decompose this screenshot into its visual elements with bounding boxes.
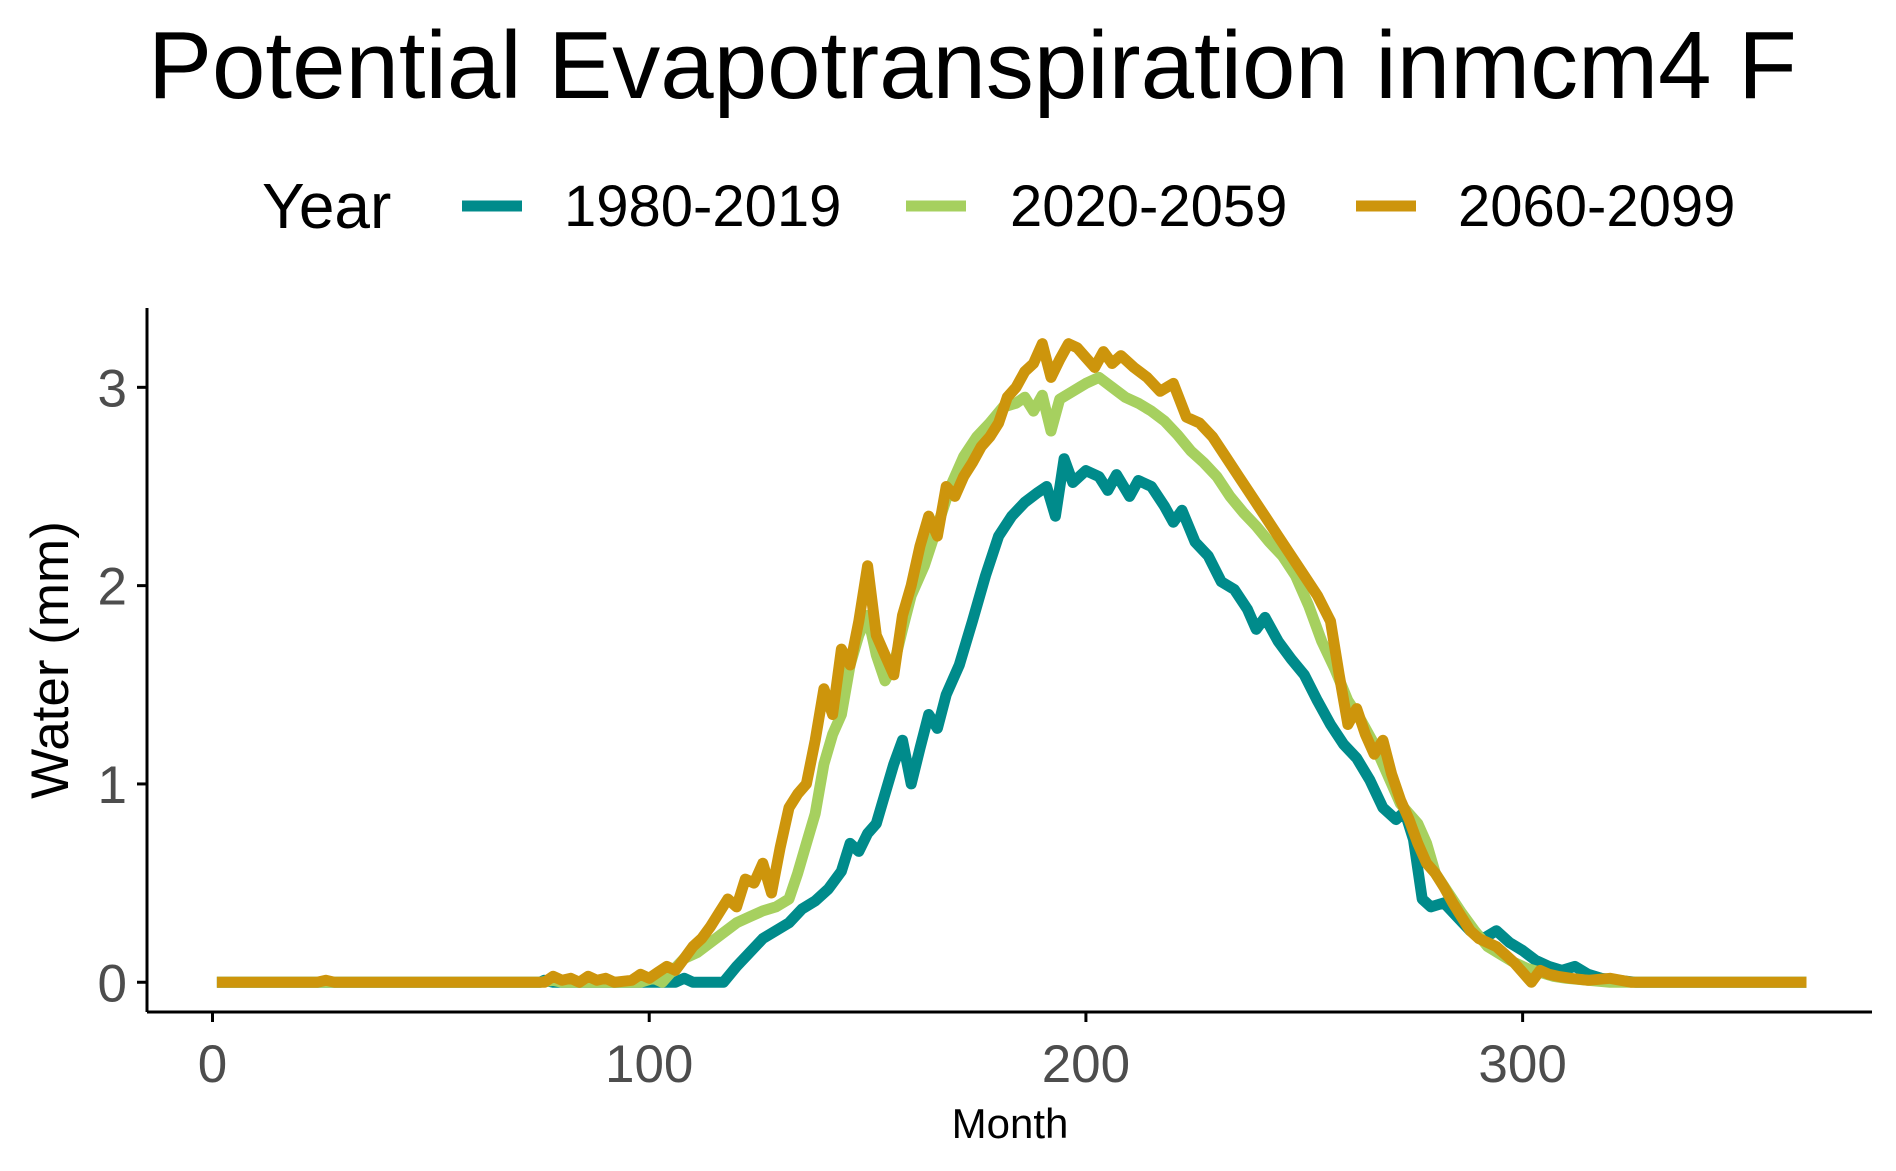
x-tick-label: 0	[198, 1035, 227, 1094]
y-axis-title: Water (mm)	[21, 521, 80, 799]
chart-title: Potential Evapotranspiration inmcm4 F	[148, 12, 1797, 119]
x-axis-ticks: 0 100 200 300	[198, 1012, 1567, 1094]
legend-label-series-3: 2060-2099	[1458, 174, 1735, 239]
y-tick-label: 2	[98, 558, 127, 617]
y-tick-label: 3	[98, 359, 127, 418]
legend: Year 1980-2019 2020-2059 2060-2099	[262, 170, 1735, 242]
legend-label-series-2: 2020-2059	[1010, 174, 1287, 239]
x-axis-title: Month	[952, 1100, 1069, 1147]
legend-item-1: 1980-2019	[462, 174, 841, 239]
x-tick-label: 200	[1042, 1035, 1130, 1094]
x-tick-label: 300	[1478, 1035, 1566, 1094]
series-line-2	[216, 371, 1807, 988]
plot-area: 0 1 2 3 0 100 200 300	[98, 308, 1872, 1094]
legend-title: Year	[262, 170, 391, 242]
legend-label-series-1: 1980-2019	[564, 174, 841, 239]
y-tick-label: 1	[98, 756, 127, 815]
series-group	[216, 338, 1807, 988]
y-axis-ticks: 0 1 2 3	[98, 359, 147, 1013]
legend-item-3: 2060-2099	[1356, 174, 1735, 239]
series-line-3	[216, 338, 1807, 988]
y-tick-label: 0	[98, 954, 127, 1013]
legend-item-2: 2020-2059	[906, 174, 1287, 239]
x-tick-label: 100	[605, 1035, 693, 1094]
series-line-1	[216, 453, 1807, 988]
